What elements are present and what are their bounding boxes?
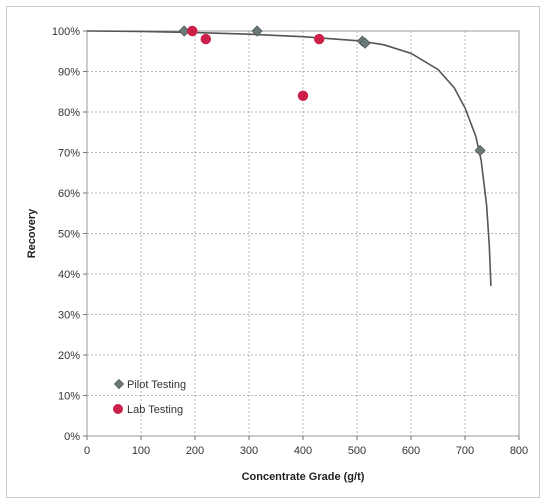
lab-testing-point [200,33,211,45]
y-tick-label: 80% [58,107,80,119]
legend-item-lab-testing: Lab Testing [113,404,183,416]
y-tick-label: 20% [58,350,80,362]
x-axis-ticks: 0 100 200 300 400 500 600 700 800 [84,436,528,457]
lab-testing-point [297,90,309,102]
legend-item-pilot-testing: Pilot Testing [113,378,186,391]
x-tick-label: 600 [402,445,420,457]
y-tick-label: 10% [58,391,80,403]
legend-marker-circle [113,404,123,414]
legend-label-pilot-testing: Pilot Testing [127,379,186,391]
y-tick-label: 60% [58,188,80,200]
y-tick-label: 100% [52,26,80,38]
x-tick-label: 400 [294,445,312,457]
y-tick-label: 40% [58,269,80,281]
x-tick-label: 0 [84,445,90,457]
pilot-testing-point [251,25,263,37]
x-tick-label: 800 [510,445,528,457]
legend-label-lab-testing: Lab Testing [127,404,183,416]
pilot-testing-point [474,144,486,157]
chart-frame [6,6,540,498]
y-tick-label: 0% [64,431,80,443]
grid-lines [87,31,519,436]
x-tick-label: 100 [132,445,150,457]
legend: Pilot Testing Lab Testing [113,378,186,416]
y-tick-label: 50% [58,229,80,241]
y-tick-label: 30% [58,310,80,322]
x-tick-label: 200 [186,445,204,457]
data-points [178,25,486,157]
x-axis-label: Concentrate Grade (g/t) [242,471,365,483]
y-axis-label: Recovery [26,208,38,258]
y-tick-label: 90% [58,67,80,79]
lab-testing-point [187,25,198,37]
trendline [86,30,492,287]
y-axis-ticks: 0% 10% 20% 30% 40% 50% 60% 70% 80% 90% 100% [52,26,87,443]
y-tick-label: 70% [58,148,80,160]
lab-testing-point [314,33,325,45]
pilot-testing-point [359,37,371,49]
x-tick-label: 300 [240,445,258,457]
x-tick-label: 500 [348,445,366,457]
x-tick-label: 700 [456,445,474,457]
legend-marker-diamond [113,378,125,390]
